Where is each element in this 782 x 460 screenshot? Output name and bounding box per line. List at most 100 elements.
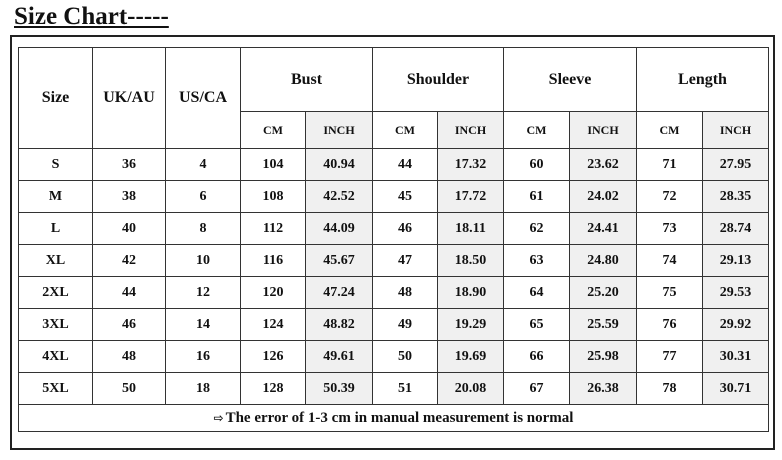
- data-cell: 30.71: [702, 372, 769, 405]
- data-cell: 49.61: [305, 340, 373, 373]
- data-cell: 124: [240, 308, 306, 341]
- data-cell: 60: [503, 148, 570, 181]
- data-cell: 25.20: [569, 276, 637, 309]
- data-cell: 25.59: [569, 308, 637, 341]
- data-cell: 51: [372, 372, 438, 405]
- data-cell: 116: [240, 244, 306, 277]
- data-row: 5XL 50 18 128 50.39 51 20.08 67 26.38 78 30.71: [18, 372, 769, 405]
- data-cell: 40: [92, 212, 166, 245]
- data-cell: 120: [240, 276, 306, 309]
- data-cell: 24.41: [569, 212, 637, 245]
- data-cell: 24.02: [569, 180, 637, 213]
- data-cell: 18.90: [437, 276, 504, 309]
- data-cell: 28.35: [702, 180, 769, 213]
- header-row: Size UK/AU US/CA Bust Shoulder Sleeve Length: [18, 47, 769, 149]
- size-cell: S: [18, 148, 93, 181]
- subheader-cell: CM: [372, 111, 438, 149]
- size-cell: 2XL: [18, 276, 93, 309]
- data-cell: 74: [636, 244, 703, 277]
- data-cell: 25.98: [569, 340, 637, 373]
- data-cell: 17.72: [437, 180, 504, 213]
- data-cell: 26.38: [569, 372, 637, 405]
- data-cell: 29.92: [702, 308, 769, 341]
- data-cell: 46: [92, 308, 166, 341]
- header-cell: Size: [18, 47, 93, 149]
- data-cell: 19.29: [437, 308, 504, 341]
- page-title: Size Chart-----: [14, 2, 169, 32]
- data-cell: 40.94: [305, 148, 373, 181]
- subheader-cell: CM: [503, 111, 570, 149]
- data-cell: 126: [240, 340, 306, 373]
- data-cell: 19.69: [437, 340, 504, 373]
- data-row: 4XL 48 16 126 49.61 50 19.69 66 25.98 77 30.31: [18, 340, 769, 373]
- data-cell: 44.09: [305, 212, 373, 245]
- size-cell: L: [18, 212, 93, 245]
- data-cell: 49: [372, 308, 438, 341]
- subheader-cell: INCH: [569, 111, 637, 149]
- data-cell: 38: [92, 180, 166, 213]
- data-cell: 76: [636, 308, 703, 341]
- header-cell: Shoulder: [372, 47, 504, 112]
- note-text: The error of 1-3 cm in manual measuremen…: [225, 409, 574, 426]
- data-cell: 45: [372, 180, 438, 213]
- data-cell: 65: [503, 308, 570, 341]
- data-cell: 46: [372, 212, 438, 245]
- size-cell: 4XL: [18, 340, 93, 373]
- data-cell: 18.11: [437, 212, 504, 245]
- data-cell: 77: [636, 340, 703, 373]
- data-cell: 45.67: [305, 244, 373, 277]
- data-cell: 29.13: [702, 244, 769, 277]
- header-cell: US/CA: [165, 47, 241, 149]
- data-cell: 4: [165, 148, 241, 181]
- subheader-cell: INCH: [702, 111, 769, 149]
- data-cell: 66: [503, 340, 570, 373]
- subheader-cell: INCH: [437, 111, 504, 149]
- data-cell: 48: [92, 340, 166, 373]
- data-cell: 61: [503, 180, 570, 213]
- data-cell: 20.08: [437, 372, 504, 405]
- data-cell: 23.62: [569, 148, 637, 181]
- data-cell: 17.32: [437, 148, 504, 181]
- data-cell: 78: [636, 372, 703, 405]
- data-cell: 36: [92, 148, 166, 181]
- data-cell: 10: [165, 244, 241, 277]
- data-cell: 50.39: [305, 372, 373, 405]
- data-cell: 73: [636, 212, 703, 245]
- data-cell: 48.82: [305, 308, 373, 341]
- data-cell: 48: [372, 276, 438, 309]
- subheader-cell: INCH: [305, 111, 373, 149]
- data-cell: 29.53: [702, 276, 769, 309]
- data-cell: 50: [92, 372, 166, 405]
- subheader-cell: CM: [240, 111, 306, 149]
- data-cell: 104: [240, 148, 306, 181]
- data-cell: 44: [372, 148, 438, 181]
- note-cell: ⇨ The error of 1-3 cm in manual measureme…: [18, 404, 769, 432]
- data-cell: 8: [165, 212, 241, 245]
- data-row: 3XL 46 14 124 48.82 49 19.29 65 25.59 76 29.92: [18, 308, 769, 341]
- subheader-row: CM INCH CM INCH CM INCH CM INCH: [19, 111, 769, 149]
- data-cell: 72: [636, 180, 703, 213]
- size-table: Size UK/AU US/CA Bust Shoulder Sleeve Length CM…: [18, 47, 769, 432]
- data-cell: 47: [372, 244, 438, 277]
- size-cell: M: [18, 180, 93, 213]
- data-cell: 62: [503, 212, 570, 245]
- header-cell: UK/AU: [92, 47, 166, 149]
- data-cell: 112: [240, 212, 306, 245]
- data-cell: 24.80: [569, 244, 637, 277]
- subheader-cell: CM: [636, 111, 703, 149]
- data-cell: 30.31: [702, 340, 769, 373]
- data-cell: 75: [636, 276, 703, 309]
- header-cell: Sleeve: [503, 47, 637, 112]
- data-cell: 108: [240, 180, 306, 213]
- data-cell: 50: [372, 340, 438, 373]
- data-cell: 63: [503, 244, 570, 277]
- header-cell: Length: [636, 47, 769, 112]
- data-cell: 128: [240, 372, 306, 405]
- data-row: S 36 4 104 40.94 44 17.32 60 23.62 71 27.95: [18, 148, 769, 181]
- data-cell: 16: [165, 340, 241, 373]
- data-cell: 42: [92, 244, 166, 277]
- data-cell: 64: [503, 276, 570, 309]
- header-cell: Bust: [240, 47, 373, 112]
- data-cell: 6: [165, 180, 241, 213]
